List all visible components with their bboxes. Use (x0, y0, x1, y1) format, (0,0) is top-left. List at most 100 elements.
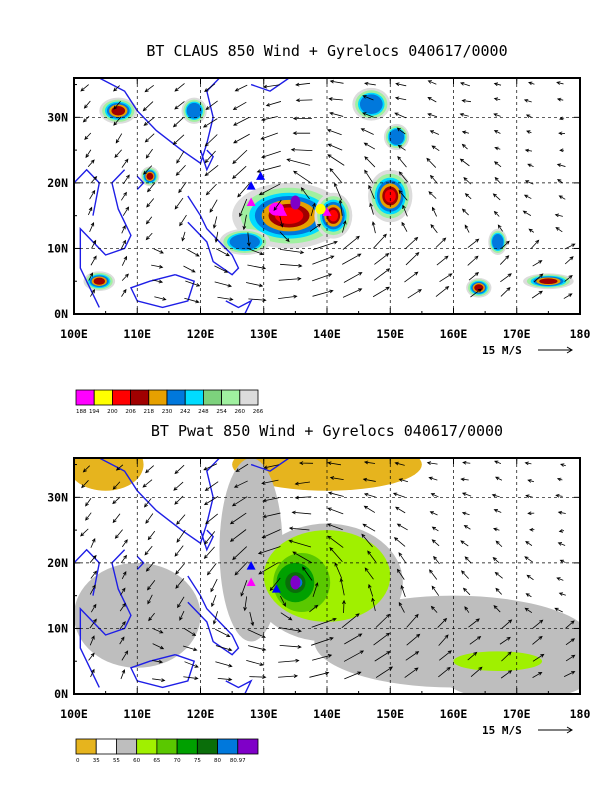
wind-vector (121, 539, 128, 548)
wind-vector (363, 460, 376, 465)
wind-vector (299, 461, 314, 465)
gyre-location-marker (256, 171, 266, 180)
colorbar-label: 75 (194, 758, 201, 764)
coastline (98, 78, 220, 165)
wind-vector (493, 605, 501, 613)
wind-vector (343, 272, 363, 283)
wind-vector (152, 279, 164, 284)
wind-vector (437, 617, 448, 628)
wind-vector (89, 635, 95, 646)
wind-vector (326, 129, 342, 136)
wind-vector (179, 610, 185, 621)
wind-vector (82, 465, 90, 473)
wind-vector (263, 464, 279, 470)
wind-vector (361, 533, 373, 548)
wind-vector (120, 669, 126, 680)
wind-vector (362, 523, 376, 532)
wind-vector (435, 237, 447, 248)
colorbar-label: 188 (76, 409, 87, 415)
wind-vector (278, 658, 300, 663)
wind-vector (309, 671, 330, 678)
wind-vector (292, 116, 312, 121)
wind-vector (363, 492, 376, 498)
wind-vector (203, 463, 218, 471)
wind-vector (492, 193, 501, 201)
wind-vector (246, 232, 251, 247)
gyre-location-marker (246, 181, 256, 190)
wind-vector (342, 235, 360, 250)
wind-vector (524, 607, 533, 613)
wind-vector (531, 290, 543, 299)
wind-vector (461, 143, 468, 150)
colorbar-label: 200 (107, 409, 118, 415)
wind-vector (113, 116, 122, 126)
x-tick-label: 160E (440, 707, 468, 721)
wind-vector (467, 255, 479, 266)
wind-vector (494, 460, 502, 465)
wind-vector (329, 111, 344, 117)
y-tick-label: 0N (54, 687, 68, 701)
coastline (98, 458, 220, 545)
wind-vector (467, 238, 480, 248)
wind-vector (121, 288, 127, 297)
coastline (79, 169, 132, 308)
chart-panel-1: BT CLAUS 850 Wind + Gyrelocs 040617/0000… (47, 42, 590, 415)
wind-vector (500, 286, 511, 297)
wind-vector (565, 620, 575, 629)
wind-vector (367, 550, 377, 563)
wind-vector (247, 629, 266, 638)
colorbar-label: 194 (89, 409, 100, 415)
wind-vector (334, 562, 343, 579)
wind-vector (233, 133, 250, 144)
y-tick-label: 10N (47, 241, 68, 255)
wind-vector (404, 236, 419, 250)
wind-vector (145, 216, 153, 225)
wind-vector (499, 255, 510, 265)
gyre-location-marker (322, 207, 332, 216)
wind-vector (564, 256, 574, 265)
wind-vector (524, 180, 534, 185)
wind-vector (246, 659, 264, 667)
wind-vector (433, 555, 440, 565)
wind-vector (80, 84, 89, 92)
cloud-cluster (93, 277, 105, 285)
colorbar-label: 230 (162, 409, 173, 415)
wind-vector (246, 282, 264, 288)
colorbar-label: 248 (198, 409, 209, 415)
wind-vector (327, 143, 343, 151)
wind-vector (89, 554, 97, 563)
colorbar-swatch (130, 389, 150, 406)
wind-vector (435, 286, 450, 297)
wind-vector (121, 273, 129, 281)
wind-vector (309, 604, 319, 613)
wind-vector (557, 178, 564, 184)
wind-vector (234, 561, 248, 576)
wind-vector (181, 231, 186, 242)
colorbar: 188 194 200 206 218 230 242 248 254 260 266 (75, 389, 264, 415)
wind-vector (113, 100, 121, 110)
wind-vector (392, 492, 405, 498)
wind-vector (338, 199, 343, 216)
wind-vector (260, 116, 278, 122)
wind-vector (258, 562, 279, 575)
wind-vector (202, 118, 218, 128)
wind-vector (182, 645, 198, 652)
wind-vector (145, 513, 154, 524)
wind-vector (89, 189, 96, 200)
wind-vector (145, 465, 155, 474)
wind-vector (395, 82, 407, 87)
x-tick-label: 120E (187, 707, 215, 721)
wind-vector (279, 644, 302, 649)
wind-vector (262, 512, 281, 519)
y-tick-label: 20N (47, 176, 68, 190)
colorbar-swatch (156, 738, 178, 755)
x-tick-label: 180 (570, 327, 591, 341)
wind-vector (286, 158, 311, 166)
wind-vector (147, 594, 153, 605)
wind-vector (311, 617, 337, 628)
wind-vector (469, 636, 482, 645)
wind-vector (558, 116, 565, 121)
x-tick-label: 180 (570, 707, 591, 721)
wind-vector (261, 479, 279, 485)
wind-vector (172, 134, 185, 146)
